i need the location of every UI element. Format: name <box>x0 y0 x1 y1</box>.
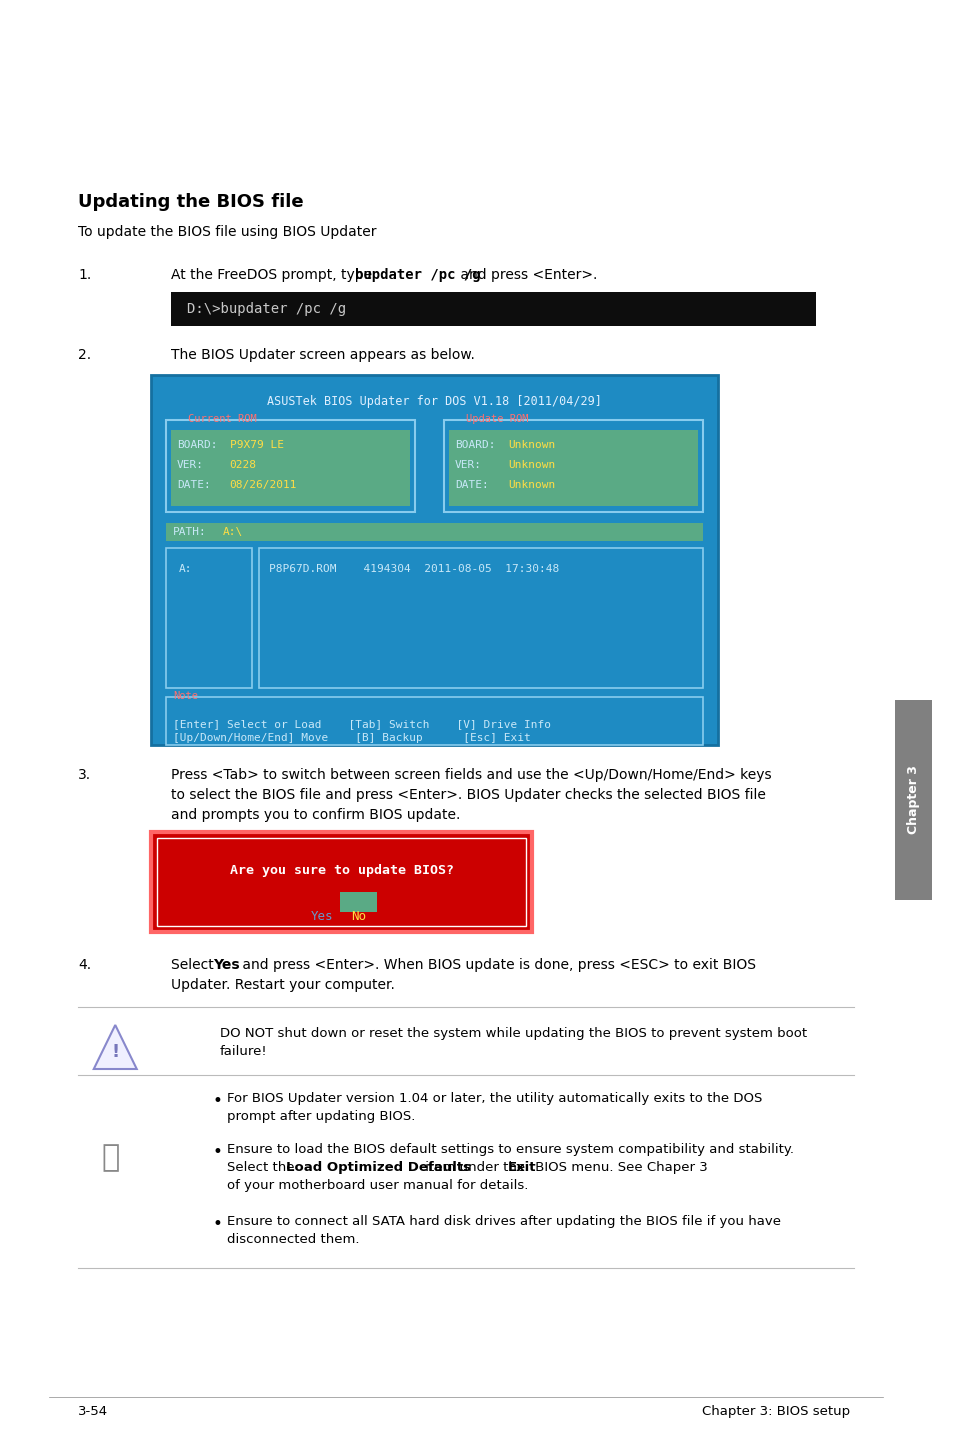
Text: and press <Enter>. When BIOS update is done, press <ESC> to exit BIOS: and press <Enter>. When BIOS update is d… <box>238 958 756 972</box>
FancyBboxPatch shape <box>444 420 702 512</box>
Text: [Enter] Select or Load    [Tab] Switch    [V] Drive Info: [Enter] Select or Load [Tab] Switch [V] … <box>172 719 550 729</box>
Text: BOARD:: BOARD: <box>176 440 217 450</box>
Text: 0228: 0228 <box>230 460 256 470</box>
Text: The BIOS Updater screen appears as below.: The BIOS Updater screen appears as below… <box>171 348 475 362</box>
Text: to select the BIOS file and press <Enter>. BIOS Updater checks the selected BIOS: to select the BIOS file and press <Enter… <box>171 788 765 802</box>
Text: Update ROM: Update ROM <box>465 414 528 424</box>
Text: Load Optimized Defaults: Load Optimized Defaults <box>286 1160 471 1173</box>
Text: and press <Enter>.: and press <Enter>. <box>456 267 597 282</box>
Text: Ensure to connect all SATA hard disk drives after updating the BIOS file if you : Ensure to connect all SATA hard disk dri… <box>227 1215 780 1228</box>
Text: and prompts you to confirm BIOS update.: and prompts you to confirm BIOS update. <box>171 808 460 823</box>
Text: •: • <box>213 1091 223 1110</box>
Text: 4.: 4. <box>78 958 91 972</box>
FancyBboxPatch shape <box>157 838 526 926</box>
Text: 3-54: 3-54 <box>78 1405 108 1418</box>
Text: bupdater /pc /g: bupdater /pc /g <box>355 267 479 282</box>
Text: BIOS menu. See Chaper 3: BIOS menu. See Chaper 3 <box>531 1160 707 1173</box>
Text: !: ! <box>112 1044 119 1061</box>
Text: To update the BIOS file using BIOS Updater: To update the BIOS file using BIOS Updat… <box>78 224 376 239</box>
Text: [Up/Down/Home/End] Move    [B] Backup      [Esc] Exit: [Up/Down/Home/End] Move [B] Backup [Esc]… <box>172 733 530 743</box>
Text: 3.: 3. <box>78 768 91 782</box>
Text: VER:: VER: <box>455 460 481 470</box>
FancyBboxPatch shape <box>894 700 931 900</box>
FancyBboxPatch shape <box>258 548 702 687</box>
Text: •: • <box>213 1143 223 1160</box>
Text: •: • <box>213 1215 223 1232</box>
Text: Yes: Yes <box>311 910 334 923</box>
Text: prompt after updating BIOS.: prompt after updating BIOS. <box>227 1110 415 1123</box>
Text: Ensure to load the BIOS default settings to ensure system compatibility and stab: Ensure to load the BIOS default settings… <box>227 1143 793 1156</box>
Text: Yes: Yes <box>213 958 239 972</box>
Text: DO NOT shut down or reset the system while updating the BIOS to prevent system b: DO NOT shut down or reset the system whi… <box>219 1027 806 1040</box>
Text: item under the: item under the <box>420 1160 529 1173</box>
Text: Unknown: Unknown <box>507 440 555 450</box>
Text: disconnected them.: disconnected them. <box>227 1232 358 1245</box>
Text: For BIOS Updater version 1.04 or later, the utility automatically exits to the D: For BIOS Updater version 1.04 or later, … <box>227 1091 761 1104</box>
Text: Chapter 3: Chapter 3 <box>906 765 919 834</box>
FancyBboxPatch shape <box>449 430 698 506</box>
Text: of your motherboard user manual for details.: of your motherboard user manual for deta… <box>227 1179 527 1192</box>
FancyBboxPatch shape <box>166 420 415 512</box>
Text: DATE:: DATE: <box>176 480 211 490</box>
Text: P8P67D.ROM    4194304  2011-08-05  17:30:48: P8P67D.ROM 4194304 2011-08-05 17:30:48 <box>269 564 558 574</box>
Text: DATE:: DATE: <box>455 480 489 490</box>
Text: Exit: Exit <box>507 1160 536 1173</box>
Text: A:: A: <box>178 564 193 574</box>
Text: A:\: A:\ <box>222 526 243 536</box>
FancyBboxPatch shape <box>171 292 815 326</box>
Text: VER:: VER: <box>176 460 204 470</box>
Text: PATH:: PATH: <box>172 526 207 536</box>
Text: P9X79 LE: P9X79 LE <box>230 440 283 450</box>
Text: Current ROM: Current ROM <box>188 414 256 424</box>
FancyBboxPatch shape <box>152 375 718 745</box>
Polygon shape <box>93 1025 136 1068</box>
FancyBboxPatch shape <box>166 548 252 687</box>
Text: BOARD:: BOARD: <box>455 440 496 450</box>
Text: 2.: 2. <box>78 348 91 362</box>
Text: Unknown: Unknown <box>507 480 555 490</box>
Text: 🖊: 🖊 <box>101 1143 119 1172</box>
FancyBboxPatch shape <box>339 892 376 912</box>
FancyBboxPatch shape <box>166 523 702 541</box>
Text: Select: Select <box>171 958 218 972</box>
FancyBboxPatch shape <box>171 430 410 506</box>
Text: 08/26/2011: 08/26/2011 <box>230 480 296 490</box>
Text: failure!: failure! <box>219 1045 267 1058</box>
Text: No: No <box>351 910 366 923</box>
Text: Updating the BIOS file: Updating the BIOS file <box>78 193 303 211</box>
Text: Chapter 3: BIOS setup: Chapter 3: BIOS setup <box>701 1405 849 1418</box>
Text: Note: Note <box>172 692 197 700</box>
Text: ASUSTek BIOS Updater for DOS V1.18 [2011/04/29]: ASUSTek BIOS Updater for DOS V1.18 [2011… <box>267 395 601 408</box>
Text: Unknown: Unknown <box>507 460 555 470</box>
Text: Select the: Select the <box>227 1160 298 1173</box>
Text: At the FreeDOS prompt, type: At the FreeDOS prompt, type <box>171 267 376 282</box>
Text: Updater. Restart your computer.: Updater. Restart your computer. <box>171 978 395 992</box>
Text: Press <Tab> to switch between screen fields and use the <Up/Down/Home/End> keys: Press <Tab> to switch between screen fie… <box>171 768 771 782</box>
Text: D:\>bupdater /pc /g: D:\>bupdater /pc /g <box>187 302 345 316</box>
Text: 1.: 1. <box>78 267 91 282</box>
FancyBboxPatch shape <box>152 833 532 932</box>
Text: Are you sure to update BIOS?: Are you sure to update BIOS? <box>230 864 454 877</box>
FancyBboxPatch shape <box>166 697 702 745</box>
